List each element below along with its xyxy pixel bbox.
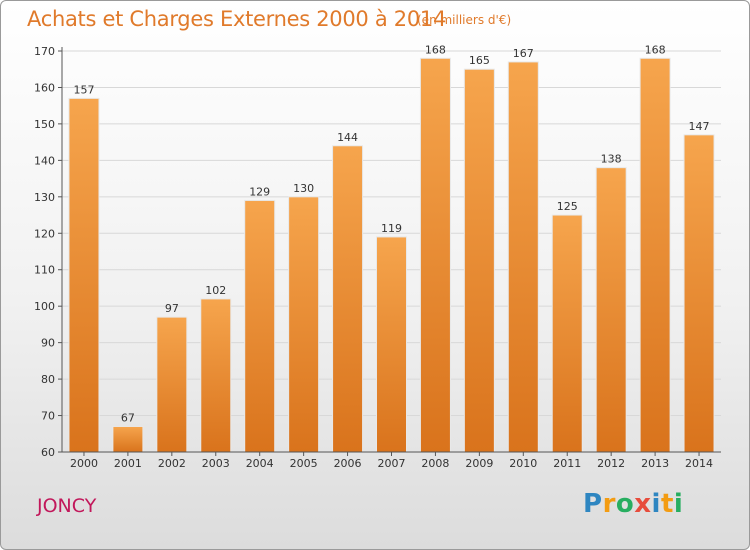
y-tick-label-170: 170 [34,45,55,58]
axes: 60 70 80 90 100 110 120 130 140 150 160 170 2000 2001… [34,45,721,470]
y-tick-label-110: 110 [34,264,55,277]
bar-2004 [244,199,276,453]
chart-subtitle: (en milliers d'€) [417,13,512,27]
data-label-2007: 119 [381,222,402,235]
y-tick-label-60: 60 [41,446,55,459]
place-name: JONCY [37,495,97,517]
x-tick-label-2009: 2009 [465,457,493,470]
bar-2012 [595,167,627,453]
logo-letter: o [615,489,635,519]
x-tick-label-2010: 2010 [509,457,537,470]
x-tick-label-2000: 2000 [70,457,98,470]
logo-letter: i [673,489,684,519]
logo-letter: P [583,489,603,519]
data-label-2014: 147 [689,120,710,133]
bar-2002 [156,316,188,453]
x-tick-label-2002: 2002 [158,457,186,470]
x-tick-label-2001: 2001 [114,457,142,470]
data-label-2008: 168 [425,43,446,56]
proxiti-logo: Proxiti [583,489,683,519]
y-tick-label-140: 140 [34,154,55,167]
data-label-2000: 157 [73,83,94,96]
data-label-2006: 144 [337,131,358,144]
x-tick-label-2012: 2012 [597,457,625,470]
data-label-2001: 67 [121,411,135,424]
bars [68,57,715,453]
bar-2006 [332,145,364,453]
logo-letter: x [634,489,652,519]
data-label-2011: 125 [557,200,578,213]
x-tick-label-2004: 2004 [246,457,274,470]
data-label-2010: 167 [513,47,534,60]
y-tick-label-80: 80 [41,373,55,386]
bar-2009 [463,68,495,453]
y-tick-label-100: 100 [34,300,55,313]
bar-2008 [419,57,451,453]
y-tick-label-150: 150 [34,118,55,131]
y-tick-label-160: 160 [34,81,55,94]
bar-2013 [639,57,671,453]
bar-2007 [376,236,407,453]
y-tick-label-120: 120 [34,227,55,240]
x-tick-label-2011: 2011 [553,457,581,470]
y-tick-label-90: 90 [41,337,55,350]
bar-2010 [507,61,539,453]
logo-letter: r [602,489,616,519]
x-tick-label-2007: 2007 [378,457,406,470]
data-label-2003: 102 [205,284,226,297]
chart-title: Achats et Charges Externes 2000 à 2014 [27,7,447,31]
data-label-2005: 130 [293,182,314,195]
data-labels: 157 67 97 102 129 130 144 119 168 165 167 125 138 168… [73,43,709,424]
bar-2014 [683,134,715,453]
data-label-2009: 165 [469,54,490,67]
bar-2000 [68,97,100,453]
logo-letter: i [651,489,661,519]
logo-letter: t [660,489,674,519]
x-tick-label-2006: 2006 [334,457,362,470]
data-label-2012: 138 [601,153,622,166]
data-label-2002: 97 [165,302,179,315]
x-tick-label-2013: 2013 [641,457,669,470]
bar-2001 [112,425,144,453]
x-tick-label-2003: 2003 [202,457,230,470]
bar-2003 [200,298,232,453]
x-tick-label-2014: 2014 [685,457,713,470]
bar-2011 [551,214,583,453]
x-tick-label-2005: 2005 [290,457,318,470]
bar-2005 [288,196,320,453]
y-tick-label-130: 130 [34,191,55,204]
y-tick-label-70: 70 [41,410,55,423]
data-label-2013: 168 [645,43,666,56]
x-tick-label-2008: 2008 [421,457,449,470]
data-label-2004: 129 [249,185,270,198]
